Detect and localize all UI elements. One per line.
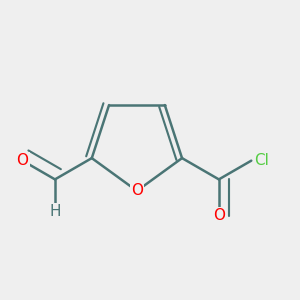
Text: O: O: [16, 153, 28, 168]
Text: O: O: [213, 208, 225, 223]
Text: O: O: [131, 183, 143, 198]
Text: Cl: Cl: [254, 153, 269, 168]
Text: H: H: [49, 204, 61, 219]
